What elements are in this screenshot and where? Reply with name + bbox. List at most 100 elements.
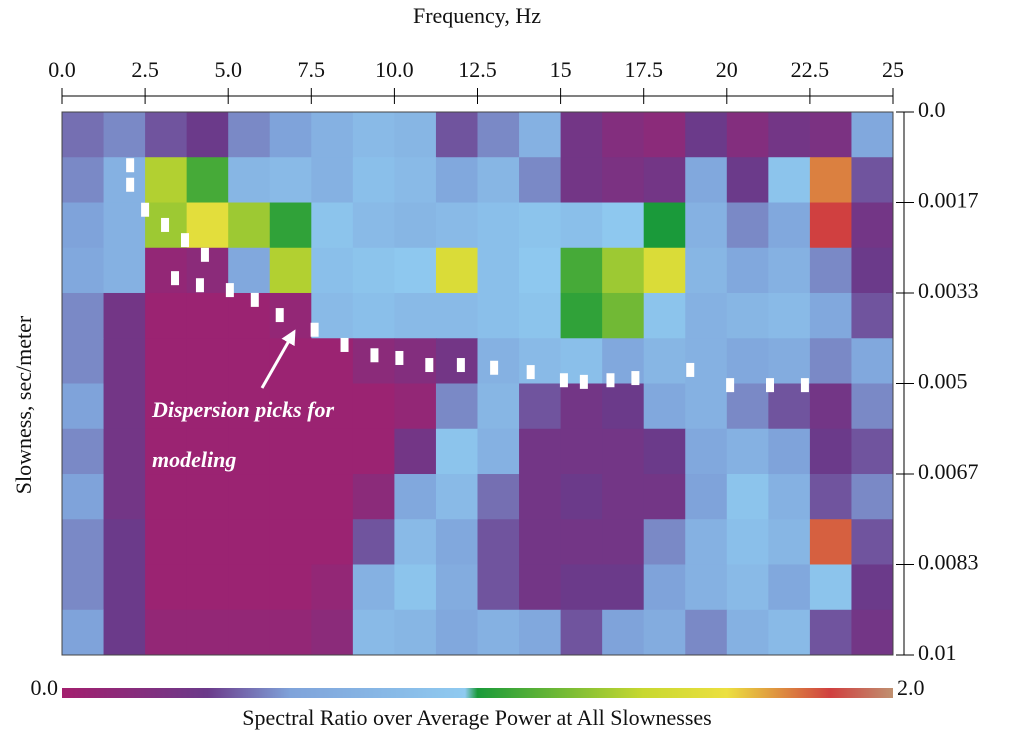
heat-cell <box>809 383 852 430</box>
heat-cell <box>145 247 188 294</box>
heat-cell <box>352 202 395 249</box>
heat-cell <box>685 338 728 384</box>
heat-cell <box>685 383 728 430</box>
heat-cell <box>186 338 229 384</box>
heat-cell <box>62 564 105 611</box>
heat-cell <box>726 157 769 204</box>
heat-cell <box>435 609 478 656</box>
heat-cell <box>726 428 769 475</box>
heat-cell <box>768 519 811 565</box>
heat-cell <box>228 609 271 656</box>
heat-cell <box>726 474 769 520</box>
heat-cell <box>228 564 271 611</box>
heat-cell <box>103 338 146 384</box>
y-tick-label: 0.01 <box>918 640 957 665</box>
heat-cell <box>560 202 603 249</box>
heat-cell <box>435 292 478 339</box>
heat-cell <box>851 202 894 249</box>
heat-cell <box>103 202 146 249</box>
dispersion-pick <box>180 233 189 248</box>
heat-cell <box>394 157 437 204</box>
heat-cell <box>62 338 105 384</box>
heat-cell <box>851 292 894 339</box>
heat-cell <box>103 519 146 565</box>
heat-cell <box>560 474 603 520</box>
heat-cell <box>145 112 188 158</box>
heat-cell <box>62 157 105 204</box>
heat-cell <box>602 383 645 430</box>
heat-cell <box>269 202 312 249</box>
heat-cell <box>851 609 894 656</box>
heat-cell <box>477 519 520 565</box>
heat-cell <box>477 292 520 339</box>
heat-cell <box>228 474 271 520</box>
heat-cell <box>394 202 437 249</box>
heat-cell <box>311 564 354 611</box>
dispersion-pick <box>126 177 135 192</box>
y-tick-label: 0.0017 <box>918 188 979 213</box>
heat-cell <box>269 112 312 158</box>
heat-cell <box>643 338 686 384</box>
heat-cell <box>145 474 188 520</box>
heat-cell <box>352 519 395 565</box>
heat-cell <box>311 428 354 475</box>
heat-cell <box>519 564 562 611</box>
heat-cell <box>394 609 437 656</box>
heat-cell <box>726 202 769 249</box>
annotation-line: modeling <box>152 447 236 472</box>
heat-cell <box>519 338 562 384</box>
heat-cell <box>435 247 478 294</box>
heat-cell <box>145 338 188 384</box>
x-tick-label: 7.5 <box>298 57 326 82</box>
heat-cell <box>685 609 728 656</box>
heat-cell <box>602 247 645 294</box>
heat-cell <box>560 564 603 611</box>
annotation-arrow <box>260 329 296 389</box>
heat-cell <box>477 428 520 475</box>
heat-cell <box>602 202 645 249</box>
heat-cell <box>726 338 769 384</box>
heat-cell <box>519 428 562 475</box>
heat-cell <box>726 292 769 339</box>
heat-cell <box>602 609 645 656</box>
x-axis-title: Frequency, Hz <box>413 3 541 28</box>
colorbar-tick-label: 2.0 <box>897 675 925 700</box>
heat-cell <box>768 292 811 339</box>
heat-cell <box>228 383 271 430</box>
heat-cell <box>352 428 395 475</box>
heat-cell <box>228 519 271 565</box>
x-tick-label: 2.5 <box>131 57 159 82</box>
y-tick-label: 0.005 <box>918 369 968 394</box>
heat-cell <box>186 519 229 565</box>
colorbar-title: Spectral Ratio over Average Power at All… <box>242 705 711 730</box>
dispersion-pick <box>456 358 465 373</box>
heat-cell <box>352 383 395 430</box>
x-tick-label: 12.5 <box>458 57 497 82</box>
heat-cell <box>643 292 686 339</box>
dispersion-pick <box>340 337 349 352</box>
dispersion-pick <box>171 271 180 286</box>
dispersion-pick <box>161 217 170 232</box>
heat-cell <box>62 519 105 565</box>
heat-cell <box>145 609 188 656</box>
colorbar-tick-label: 0.0 <box>31 675 59 700</box>
heat-cell <box>435 157 478 204</box>
heat-cell <box>809 519 852 565</box>
x-tick-label: 0.0 <box>48 57 76 82</box>
heat-cell <box>643 112 686 158</box>
heat-cell <box>477 474 520 520</box>
heat-cell <box>62 247 105 294</box>
heat-cell <box>228 338 271 384</box>
y-tick-label: 0.0067 <box>918 459 979 484</box>
heat-cell <box>477 247 520 294</box>
heat-cell <box>726 247 769 294</box>
heat-cell <box>103 474 146 520</box>
heat-cell <box>685 112 728 158</box>
heat-cell <box>851 474 894 520</box>
heat-cell <box>726 519 769 565</box>
heat-cell <box>103 157 146 204</box>
heat-cell <box>602 519 645 565</box>
heat-cell <box>768 428 811 475</box>
dispersion-pick <box>141 202 150 217</box>
heat-cell <box>560 428 603 475</box>
